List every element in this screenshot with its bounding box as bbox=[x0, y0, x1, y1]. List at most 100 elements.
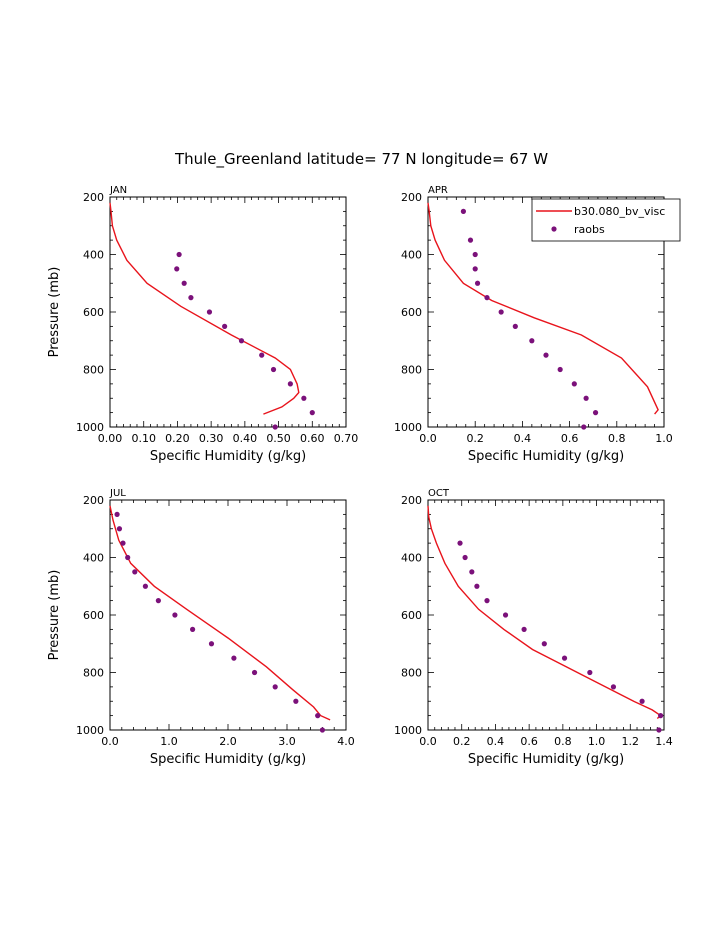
jan-panel-title: JAN bbox=[109, 185, 127, 196]
apr-y-tick-label: 1000 bbox=[394, 421, 422, 434]
jul-x-tick-label: 2.0 bbox=[219, 735, 237, 748]
jul-raobs-point bbox=[272, 684, 278, 690]
jul-panel-title: JUL bbox=[109, 488, 126, 499]
oct-raobs-point bbox=[541, 641, 547, 647]
oct-raobs-point bbox=[457, 540, 463, 546]
panel-jul: JUL 0.0 1.0 2.0 3.0 4.0 200 400 600 800 1000 Specif… bbox=[47, 488, 355, 767]
jan-raobs-point bbox=[174, 266, 180, 272]
apr-raobs-point bbox=[472, 251, 478, 258]
oct-x-axis-label: Specific Humidity (g/kg) bbox=[468, 752, 624, 767]
jan-raobs-point bbox=[270, 366, 277, 373]
jul-raobs-point bbox=[125, 554, 131, 561]
jan-y-tick-label: 1000 bbox=[76, 421, 104, 434]
jul-raobs-point bbox=[116, 526, 123, 532]
jan-raobs-point bbox=[238, 338, 245, 344]
oct-x-tick-label: 0.6 bbox=[520, 735, 538, 748]
oct-raobs-point bbox=[587, 669, 593, 676]
jan-x-axis-label: Specific Humidity (g/kg) bbox=[150, 449, 306, 464]
legend-raobs-swatch bbox=[551, 226, 557, 232]
jan-raobs-point bbox=[272, 424, 278, 430]
jul-raobs-point bbox=[155, 598, 161, 604]
oct-raobs-point bbox=[561, 655, 568, 661]
jul-raobs-point bbox=[231, 655, 237, 661]
apr-raobs-point bbox=[543, 352, 549, 358]
oct-x-tick-label: 0.0 bbox=[419, 735, 437, 748]
jul-raobs-point bbox=[190, 626, 196, 632]
jan-x-tick-label: 0.00 bbox=[98, 432, 123, 445]
oct-raobs-point bbox=[469, 569, 475, 575]
jul-x-tick-label: 3.0 bbox=[278, 735, 296, 748]
apr-raobs-point bbox=[472, 266, 478, 272]
jan-x-tick-label: 0.50 bbox=[266, 432, 291, 445]
jul-raobs-point bbox=[208, 641, 215, 647]
jul-raobs-point bbox=[319, 727, 325, 733]
jul-x-axis-label: Specific Humidity (g/kg) bbox=[150, 752, 306, 767]
apr-raobs-point bbox=[592, 410, 599, 416]
jan-raobs-point bbox=[309, 410, 315, 416]
panel-apr: APR 0.0 0.2 0.4 0.6 0.8 1.0 200 400 600 800 1000 Spe… bbox=[394, 185, 681, 464]
jul-y-tick-label: 1000 bbox=[76, 724, 104, 737]
jan-y-tick-label: 400 bbox=[83, 249, 104, 262]
jul-raobs-point bbox=[132, 569, 138, 575]
jan-raobs-point bbox=[301, 395, 307, 401]
jan-model-line bbox=[109, 202, 300, 415]
oct-y-tick-label: 800 bbox=[401, 667, 422, 680]
oct-y-tick-label: 600 bbox=[401, 609, 422, 622]
oct-model-line bbox=[427, 505, 662, 720]
jul-model-line bbox=[109, 505, 331, 721]
oct-raobs-point bbox=[658, 713, 664, 719]
apr-raobs-point bbox=[467, 237, 474, 243]
oct-x-tick-label: 1.0 bbox=[588, 735, 606, 748]
jan-y-axis-label: Pressure (mb) bbox=[47, 267, 62, 358]
apr-x-tick-label: 0.0 bbox=[419, 432, 437, 445]
apr-x-tick-label: 0.2 bbox=[466, 432, 484, 445]
legend-box bbox=[531, 198, 681, 242]
jul-raobs-point bbox=[172, 612, 178, 618]
jan-x-tick-label: 0.30 bbox=[199, 432, 224, 445]
legend-model-label: b30.080_bv_visc bbox=[574, 205, 665, 218]
jan-y-tick-label: 200 bbox=[83, 191, 104, 204]
oct-raobs-point bbox=[484, 598, 490, 604]
oct-y-tick-label: 1000 bbox=[394, 724, 422, 737]
apr-raobs-point bbox=[571, 381, 577, 387]
oct-raobs-point bbox=[521, 626, 527, 632]
oct-x-tick-label: 0.4 bbox=[487, 735, 505, 748]
jan-x-tick-label: 0.10 bbox=[131, 432, 156, 445]
jan-x-tick-label: 0.60 bbox=[300, 432, 325, 445]
apr-raobs-point bbox=[581, 424, 587, 430]
jul-x-tick-label: 4.0 bbox=[337, 735, 355, 748]
jan-x-tick-label: 0.40 bbox=[233, 432, 258, 445]
jul-raobs-point bbox=[142, 583, 148, 589]
apr-raobs-point bbox=[557, 366, 563, 373]
apr-raobs-point bbox=[460, 208, 466, 214]
apr-x-tick-label: 0.8 bbox=[608, 432, 626, 445]
jan-raobs-point bbox=[287, 381, 293, 387]
jan-raobs-point bbox=[259, 352, 265, 358]
apr-raobs-point bbox=[512, 323, 518, 329]
apr-y-tick-label: 600 bbox=[401, 306, 422, 319]
apr-x-axis-label: Specific Humidity (g/kg) bbox=[468, 449, 624, 464]
oct-raobs-point bbox=[502, 612, 509, 618]
jul-x-tick-label: 0.0 bbox=[101, 735, 119, 748]
jan-raobs-point bbox=[222, 323, 228, 329]
oct-y-tick-label: 400 bbox=[401, 552, 422, 565]
jul-x-tick-label: 1.0 bbox=[160, 735, 178, 748]
jul-raobs-point bbox=[293, 698, 299, 704]
apr-y-tick-label: 200 bbox=[401, 191, 422, 204]
jul-raobs-point bbox=[315, 713, 321, 719]
apr-raobs-point bbox=[484, 295, 490, 301]
oct-raobs-point bbox=[610, 684, 617, 690]
oct-raobs-point bbox=[474, 583, 480, 589]
legend-raobs-label: raobs bbox=[574, 223, 605, 236]
page-title: Thule_Greenland latitude= 77 N longitude… bbox=[174, 150, 549, 168]
jan-x-tick-label: 0.70 bbox=[334, 432, 359, 445]
oct-x-tick-label: 1.4 bbox=[655, 735, 673, 748]
oct-x-tick-label: 0.2 bbox=[453, 735, 471, 748]
oct-x-tick-label: 1.2 bbox=[622, 735, 640, 748]
jul-y-axis-label: Pressure (mb) bbox=[47, 570, 62, 661]
oct-x-tick-label: 0.8 bbox=[554, 735, 572, 748]
oct-raobs-point bbox=[656, 727, 662, 733]
jan-plot-frame bbox=[109, 196, 347, 428]
panel-oct: OCT 0.0 0.2 0.4 0.6 0.8 1.0 1.2 1.4 200 400 600 800 1… bbox=[394, 488, 673, 767]
